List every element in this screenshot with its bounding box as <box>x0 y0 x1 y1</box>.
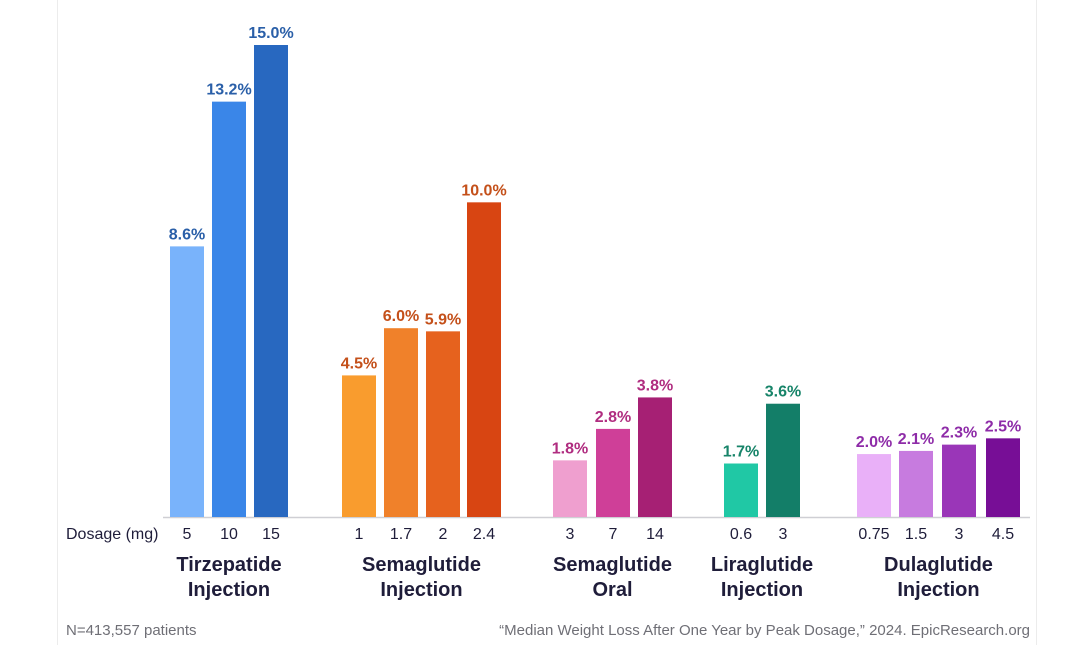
dose-tick-label: 10 <box>220 526 238 543</box>
bar <box>986 438 1020 517</box>
dose-tick-label: 1.7 <box>390 526 412 543</box>
bar <box>467 202 501 518</box>
data-label: 3.6% <box>765 384 801 401</box>
group-label: Tirzepatide <box>176 554 281 576</box>
bar <box>724 463 758 517</box>
sample-size-note: N=413,557 patients <box>66 622 197 639</box>
dose-tick-label: 0.75 <box>858 526 889 543</box>
bar <box>857 454 891 517</box>
dose-tick-label: 7 <box>609 526 618 543</box>
bar <box>254 45 288 517</box>
dose-tick-label: 2.4 <box>473 526 495 543</box>
group-label: Dulaglutide <box>884 554 993 576</box>
data-label: 1.7% <box>723 444 759 461</box>
bar <box>942 444 976 517</box>
dose-tick-label: 15 <box>262 526 280 543</box>
data-label: 13.2% <box>206 82 251 99</box>
group-label: Oral <box>592 579 632 601</box>
data-label: 1.8% <box>552 440 588 457</box>
bar <box>342 375 376 517</box>
group-label: Injection <box>897 579 979 601</box>
group-label: Injection <box>188 579 270 601</box>
data-label: 2.1% <box>898 431 934 448</box>
source-citation: “Median Weight Loss After One Year by Pe… <box>499 622 1030 639</box>
dose-tick-label: 3 <box>955 526 964 543</box>
group-label: Semaglutide <box>362 554 481 576</box>
dose-tick-label: 14 <box>646 526 664 543</box>
group-label: Liraglutide <box>711 554 813 576</box>
dose-tick-label: 4.5 <box>992 526 1014 543</box>
group-label: Semaglutide <box>553 554 672 576</box>
data-label: 10.0% <box>461 182 506 199</box>
bar <box>638 397 672 517</box>
bar <box>426 331 460 517</box>
data-label: 8.6% <box>169 226 205 243</box>
bar <box>596 428 630 517</box>
group-label: Injection <box>721 579 803 601</box>
data-label: 15.0% <box>248 25 293 42</box>
bar <box>553 460 587 517</box>
data-label: 6.0% <box>383 308 419 325</box>
data-label: 4.5% <box>341 355 377 372</box>
bar <box>170 246 204 518</box>
data-label: 2.3% <box>941 425 977 442</box>
data-label: 2.0% <box>856 434 892 451</box>
data-label: 5.9% <box>425 311 461 328</box>
x-axis-label: Dosage (mg) <box>66 526 158 543</box>
bar <box>384 328 418 517</box>
dose-tick-label: 3 <box>779 526 788 543</box>
dose-tick-label: 1 <box>355 526 364 543</box>
dose-tick-label: 1.5 <box>905 526 927 543</box>
bar <box>899 450 933 517</box>
data-label: 2.8% <box>595 409 631 426</box>
dose-tick-label: 5 <box>183 526 192 543</box>
bar <box>766 403 800 517</box>
chart-card <box>57 0 1037 645</box>
group-label: Injection <box>380 579 462 601</box>
dose-tick-label: 0.6 <box>730 526 752 543</box>
data-label: 3.8% <box>637 377 673 394</box>
data-label: 2.5% <box>985 418 1021 435</box>
dose-tick-label: 2 <box>439 526 448 543</box>
bar <box>212 101 246 517</box>
dose-tick-label: 3 <box>566 526 575 543</box>
